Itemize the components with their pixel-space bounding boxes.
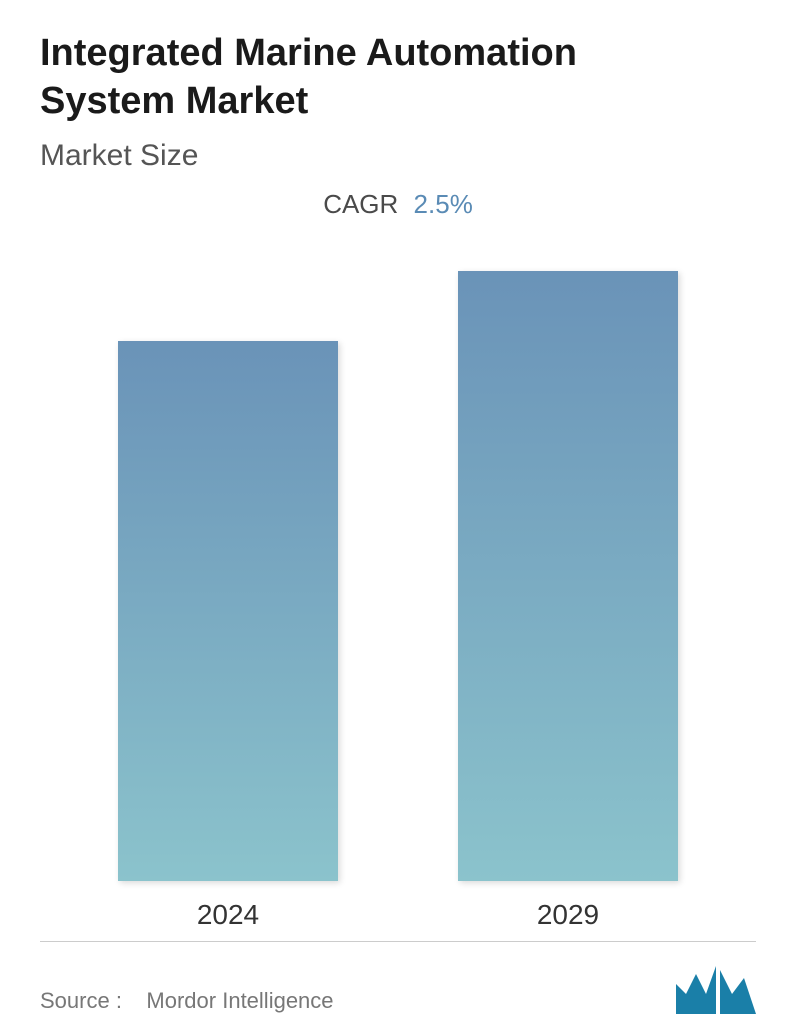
bar-group-1: 2029 (458, 271, 678, 931)
chart-title: Integrated Marine Automation System Mark… (40, 30, 640, 125)
source-prefix: Source : (40, 988, 122, 1013)
chart-area: 2024 2029 (40, 230, 756, 931)
cagr-line: CAGR 2.5% (40, 189, 756, 220)
bar-group-0: 2024 (118, 341, 338, 931)
source-text: Source : Mordor Intelligence (40, 988, 334, 1014)
cagr-label: CAGR (323, 189, 398, 219)
cagr-value: 2.5% (414, 189, 473, 219)
source-name: Mordor Intelligence (146, 988, 333, 1013)
bar-label-1: 2029 (537, 899, 599, 931)
brand-logo-icon (676, 966, 756, 1014)
chart-subtitle: Market Size (40, 139, 756, 173)
chart-container: Integrated Marine Automation System Mark… (0, 0, 796, 1034)
bar-label-0: 2024 (197, 899, 259, 931)
bar-0 (118, 341, 338, 881)
bar-1 (458, 271, 678, 881)
footer-divider (40, 941, 756, 942)
footer: Source : Mordor Intelligence (40, 952, 756, 1014)
